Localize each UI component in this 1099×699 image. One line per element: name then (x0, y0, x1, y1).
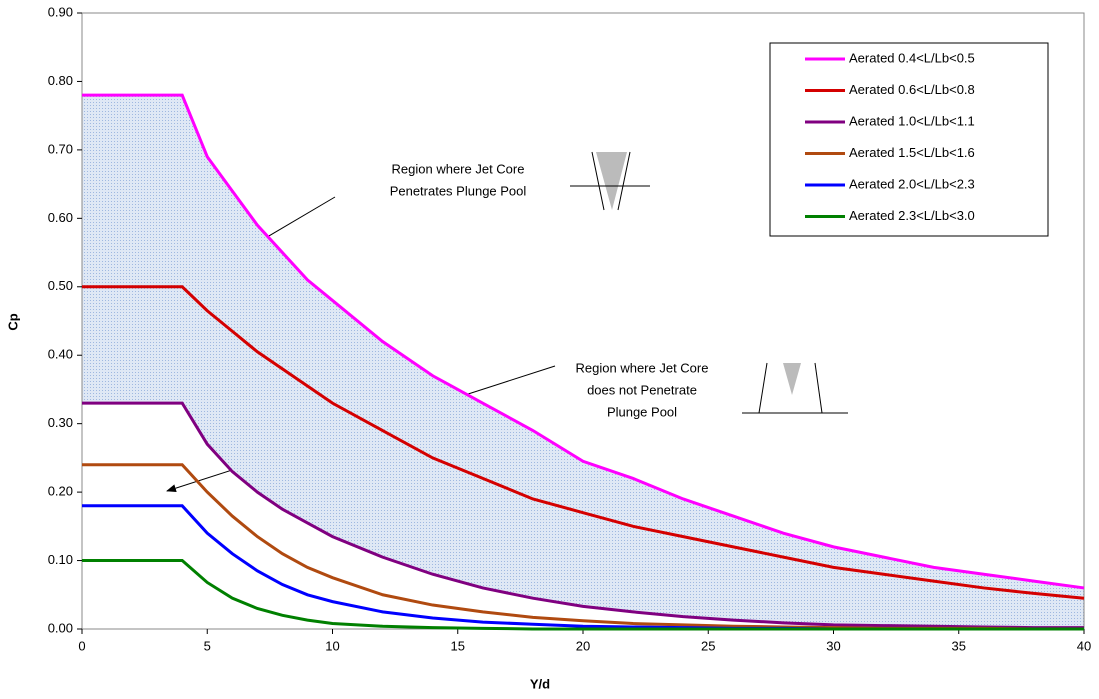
x-tick-label: 35 (952, 638, 966, 653)
y-tick-label: 0.60 (48, 210, 73, 225)
annotation: does not Penetrate (587, 382, 697, 397)
x-tick-label: 15 (451, 638, 465, 653)
annotation: Plunge Pool (607, 404, 677, 419)
x-tick-label: 20 (576, 638, 590, 653)
jet-icon (570, 151, 650, 211)
y-tick-label: 0.30 (48, 415, 73, 430)
legend-label: Aerated 1.0<L/Lb<1.1 (849, 113, 975, 128)
legend-label: Aerated 2.0<L/Lb<2.3 (849, 176, 975, 191)
y-tick-label: 0.00 (48, 620, 73, 635)
y-tick-label: 0.80 (48, 73, 73, 88)
y-tick-label: 0.10 (48, 552, 73, 567)
legend-label: Aerated 0.6<L/Lb<0.8 (849, 82, 975, 97)
x-tick-label: 10 (325, 638, 339, 653)
annotation: Region where Jet Core (392, 161, 525, 176)
shaded-region (82, 95, 1084, 628)
x-tick-label: 30 (826, 638, 840, 653)
jet-icon (742, 362, 848, 414)
legend-label: Aerated 2.3<L/Lb<3.0 (849, 208, 975, 223)
y-tick-label: 0.50 (48, 278, 73, 293)
legend-label: Aerated 1.5<L/Lb<1.6 (849, 145, 975, 160)
y-tick-label: 0.20 (48, 484, 73, 499)
series-line (82, 93, 1085, 590)
annotation: Penetrates Plunge Pool (390, 183, 527, 198)
y-tick-label: 0.40 (48, 347, 73, 362)
legend-label: Aerated 0.4<L/Lb<0.5 (849, 50, 975, 65)
y-tick-label: 0.70 (48, 141, 73, 156)
x-tick-label: 25 (701, 638, 715, 653)
annotation: Region where Jet Core (576, 360, 709, 375)
x-tick-label: 5 (204, 638, 211, 653)
series-line (82, 401, 1084, 630)
x-tick-label: 40 (1077, 638, 1091, 653)
x-axis-label: Y/d (530, 676, 550, 691)
x-tick-label: 0 (78, 638, 85, 653)
series-line (82, 285, 1085, 600)
series-line (82, 559, 1084, 631)
legend-box (769, 42, 1049, 237)
y-tick-label: 0.90 (48, 4, 73, 19)
y-axis-label: Cp (5, 313, 20, 330)
